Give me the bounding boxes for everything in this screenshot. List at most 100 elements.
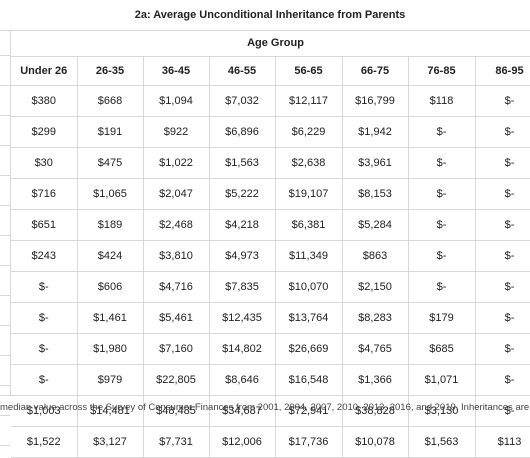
table-cell: $6,896 bbox=[209, 116, 276, 148]
column-header-36-45: 36-45 bbox=[143, 56, 210, 86]
table-cell: $3,127 bbox=[77, 426, 144, 458]
row-label-cell bbox=[0, 236, 10, 266]
table-cell: $4,716 bbox=[143, 271, 210, 303]
column-header-46-55: 46-55 bbox=[209, 56, 276, 86]
table-cell: $- bbox=[475, 209, 530, 241]
column-header-26-35: 26-35 bbox=[77, 56, 144, 86]
table-cell: $6,229 bbox=[275, 116, 343, 148]
table-cell: $- bbox=[475, 116, 530, 148]
table-cell: $5,284 bbox=[342, 209, 409, 241]
table-cell: $2,468 bbox=[143, 209, 210, 241]
row-label-cell bbox=[0, 56, 10, 86]
column-header-under-26: Under 26 bbox=[11, 56, 78, 86]
row-label-cell bbox=[0, 146, 10, 176]
row-label-cell bbox=[0, 30, 10, 56]
table-row: $299 $191 $922 $6,896 $6,229 $1,942 $- $- bbox=[11, 116, 530, 148]
table-cell: $17,736 bbox=[275, 426, 343, 458]
row-label-cell bbox=[0, 116, 10, 146]
table-cell: $- bbox=[475, 178, 530, 210]
table-cell: $651 bbox=[11, 209, 78, 241]
table-cell: $668 bbox=[77, 85, 144, 117]
table-title: 2a: Average Unconditional Inheritance fr… bbox=[0, 0, 530, 31]
table-cell: $- bbox=[475, 271, 530, 303]
table-cell: $- bbox=[408, 147, 476, 179]
age-group-header: Age Group bbox=[11, 30, 530, 57]
table-cell: $1,071 bbox=[408, 364, 476, 396]
table-cell: $6,381 bbox=[275, 209, 343, 241]
table-cell: $243 bbox=[11, 240, 78, 272]
table-cell: $4,218 bbox=[209, 209, 276, 241]
table-cell: $191 bbox=[77, 116, 144, 148]
table-cell: $716 bbox=[11, 178, 78, 210]
row-label-cell bbox=[0, 356, 10, 386]
inheritance-data-table: Under 26 26-35 36-45 46-55 56-65 66-75 76-85 86… bbox=[11, 56, 530, 458]
column-header-66-75: 66-75 bbox=[342, 56, 409, 86]
table-cell: $10,078 bbox=[342, 426, 409, 458]
table-cell: $1,563 bbox=[209, 147, 276, 179]
table-cell: $979 bbox=[77, 364, 144, 396]
table-cell: $12,006 bbox=[209, 426, 276, 458]
footnote-text: median value across the Survey of Consum… bbox=[0, 402, 530, 413]
table-cell: $7,835 bbox=[209, 271, 276, 303]
table-cell: $1,942 bbox=[342, 116, 409, 148]
table-cell: $- bbox=[475, 240, 530, 272]
table-cell: $1,366 bbox=[342, 364, 409, 396]
table-cell: $1,461 bbox=[77, 302, 144, 334]
table-cell: $- bbox=[11, 333, 78, 365]
table-row: $- $606 $4,716 $7,835 $10,070 $2,150 $- $- bbox=[11, 271, 530, 303]
table-cell: $48,485 bbox=[143, 395, 210, 427]
row-label-cell bbox=[0, 86, 10, 116]
table-row: $1,522 $3,127 $7,731 $12,006 $17,736 $10,078 $… bbox=[11, 426, 530, 458]
table-cell: $1,980 bbox=[77, 333, 144, 365]
row-label-cell bbox=[0, 176, 10, 206]
table-cell: $5,461 bbox=[143, 302, 210, 334]
table-cell: $- bbox=[11, 364, 78, 396]
table-cell: $7,032 bbox=[209, 85, 276, 117]
table-cell: $3,130 bbox=[408, 395, 476, 427]
table-cell: $179 bbox=[408, 302, 476, 334]
table-cell: $- bbox=[475, 364, 530, 396]
table-cell: $3,810 bbox=[143, 240, 210, 272]
row-label-cell bbox=[0, 206, 10, 236]
table-cell: $- bbox=[475, 395, 530, 427]
table-cell: $1,022 bbox=[143, 147, 210, 179]
table-cell: $- bbox=[11, 302, 78, 334]
table-cell: $7,160 bbox=[143, 333, 210, 365]
table-cell: $30 bbox=[11, 147, 78, 179]
table-cell: $8,153 bbox=[342, 178, 409, 210]
table-cell: $- bbox=[475, 333, 530, 365]
table-row: $243 $424 $3,810 $4,973 $11,349 $863 $- $- bbox=[11, 240, 530, 272]
column-header-56-65: 56-65 bbox=[275, 56, 343, 86]
table-cell: $72,941 bbox=[275, 395, 343, 427]
table-cell: $19,107 bbox=[275, 178, 343, 210]
table-cell: $26,669 bbox=[275, 333, 343, 365]
row-label-column-edge bbox=[0, 30, 11, 446]
table-cell: $12,435 bbox=[209, 302, 276, 334]
table-row: $- $979 $22,805 $8,646 $16,548 $1,366 $1,071 $- bbox=[11, 364, 530, 396]
table-body: $380 $668 $1,094 $7,032 $12,117 $16,799 $118 $-… bbox=[11, 85, 530, 458]
table-cell: $2,150 bbox=[342, 271, 409, 303]
table-cell: $10,070 bbox=[275, 271, 343, 303]
table-cell: $38,828 bbox=[342, 395, 409, 427]
table-cell: $13,764 bbox=[275, 302, 343, 334]
row-label-cell bbox=[0, 296, 10, 326]
table-cell: $922 bbox=[143, 116, 210, 148]
row-label-cell bbox=[0, 266, 10, 296]
table-cell: $14,802 bbox=[209, 333, 276, 365]
table-cell: $1,563 bbox=[408, 426, 476, 458]
table-row: $380 $668 $1,094 $7,032 $12,117 $16,799 $118 $- bbox=[11, 85, 530, 117]
table-cell: $1,522 bbox=[11, 426, 78, 458]
table-cell: $863 bbox=[342, 240, 409, 272]
table-cell: $- bbox=[408, 240, 476, 272]
table-cell: $14,481 bbox=[77, 395, 144, 427]
table-cell: $- bbox=[475, 302, 530, 334]
table-cell: $1,003 bbox=[11, 395, 78, 427]
table-cell: $1,094 bbox=[143, 85, 210, 117]
table-cell: $189 bbox=[77, 209, 144, 241]
table-cell: $16,548 bbox=[275, 364, 343, 396]
table-cell: $- bbox=[408, 271, 476, 303]
table-cell: $34,687 bbox=[209, 395, 276, 427]
table-cell: $16,799 bbox=[342, 85, 409, 117]
footnote-divider bbox=[0, 395, 530, 396]
